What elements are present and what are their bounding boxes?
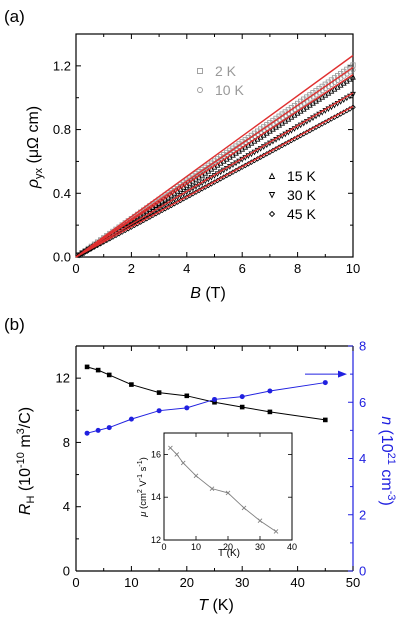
axis-label-a-x: B (T) — [190, 285, 226, 302]
inset-data-point — [273, 529, 279, 534]
y-tick-label-a: 1.2 — [53, 58, 71, 73]
data-point-rh — [129, 382, 134, 387]
data-point-rh — [84, 364, 90, 370]
y-tick-label-a: 0.0 — [53, 250, 71, 265]
series-line-rh — [86, 366, 326, 421]
x-tick-label-b: 0 — [72, 575, 79, 590]
y-tick-label-b-left: 8 — [63, 435, 70, 450]
data-point-n — [322, 380, 328, 386]
series-a-30k — [76, 91, 356, 259]
axis-arrow-head — [338, 370, 347, 378]
legend-marker-a — [197, 68, 203, 74]
y-tick-label-b-right: 8 — [359, 339, 366, 354]
x-tick-label-a: 8 — [294, 261, 301, 276]
inset-axis-label-y: μ (cm2 V-1 s-1) — [137, 457, 149, 518]
inset-frame — [163, 432, 293, 541]
data-point-n — [156, 408, 162, 414]
x-tick-label-b: 40 — [290, 575, 304, 590]
data-point-rh — [212, 399, 217, 405]
data-point-rh — [184, 393, 190, 399]
series-line-n — [86, 382, 326, 434]
x-tick-label-b: 20 — [180, 575, 194, 590]
data-point-n — [128, 416, 134, 422]
data-point — [350, 91, 356, 98]
y-tick-label-b-right: 6 — [359, 395, 366, 410]
x-tick-label-a: 10 — [346, 261, 360, 276]
inset-data-point — [257, 518, 263, 524]
data-point-rh — [106, 372, 112, 378]
chart-a: 0 2 4 6 8 10 0.0 0.4 0.8 1.2 2 K 10 K 15 K 30 K 45 K — [53, 33, 360, 276]
legend-label-a: 15 K — [287, 168, 316, 184]
inset-x-tick-label: 10 — [191, 542, 201, 552]
inset-y-tick-label: 12 — [151, 535, 161, 545]
inset-data-point — [241, 505, 247, 511]
data-point-n — [239, 394, 245, 400]
fit-line-a — [75, 66, 354, 258]
x-tick-label-a: 2 — [128, 261, 135, 276]
y-tick-label-b-left: 4 — [63, 499, 70, 514]
inset-x-tick-label: 30 — [255, 542, 265, 552]
fit-line-a — [75, 105, 354, 258]
fit-line-a — [75, 74, 354, 258]
data-point-n — [84, 430, 90, 436]
y-tick-label-b-right: 0 — [359, 564, 366, 579]
axis-label-a-y: ρyx (μΩ cm) — [25, 106, 45, 189]
y-tick-label-b-left: 12 — [56, 371, 70, 386]
panel-label-b: (b) — [4, 315, 25, 334]
data-point-rh — [95, 367, 101, 373]
x-tick-label-b: 10 — [124, 575, 138, 590]
inset-x-tick-label: 40 — [287, 542, 297, 552]
axis-label-b-x: T (K) — [198, 597, 234, 614]
legend-label-a: 10 K — [215, 82, 244, 98]
inset-x-tick-label: 20 — [223, 542, 233, 552]
y-tick-label-a: 0.8 — [53, 122, 71, 137]
axis-label-b-y-left: RH (10-10 m3/C) — [15, 407, 37, 515]
fit-line-a — [75, 92, 354, 258]
legend-marker-a — [268, 210, 276, 218]
y-tick-label-a: 0.4 — [53, 186, 71, 201]
legend-marker-a — [197, 87, 203, 93]
data-point-rh — [239, 404, 245, 410]
inset-data-point — [180, 460, 186, 466]
x-tick-label-b: 30 — [235, 575, 249, 590]
inset-y-tick-label: 14 — [151, 492, 161, 502]
data-point — [350, 73, 356, 80]
inset-axis-label-x: T (K) — [218, 548, 240, 559]
data-point-rh — [156, 390, 162, 395]
data-point-rh — [267, 409, 273, 415]
inset-data-point — [225, 490, 231, 496]
data-point-n — [106, 425, 112, 431]
fit-line-a — [75, 54, 354, 258]
inset-data-point — [209, 486, 215, 491]
y-tick-label-b-left: 0 — [63, 564, 70, 579]
x-tick-label-a: 4 — [183, 261, 190, 276]
data-point-n — [95, 427, 101, 433]
inset-y-tick-label: 16 — [151, 449, 161, 459]
data-point-n — [184, 405, 190, 411]
y-tick-label-b-right: 4 — [359, 451, 366, 466]
panel-label-a: (a) — [4, 7, 25, 26]
data-point-n — [212, 396, 217, 402]
x-tick-label-b: 50 — [346, 575, 360, 590]
legend-label-a: 30 K — [287, 187, 316, 203]
inset-data-point — [174, 452, 180, 457]
data-point-rh — [323, 417, 328, 423]
legend-marker-a — [268, 192, 276, 199]
legend-label-a: 45 K — [287, 206, 316, 222]
axis-label-b-y-right: n (1021 cm-3) — [378, 416, 397, 506]
legend-marker-a — [268, 172, 276, 179]
x-tick-label-a: 0 — [72, 261, 79, 276]
data-point-n — [267, 388, 273, 394]
legend-label-a: 2 K — [215, 63, 237, 79]
inset-x-tick-label: 0 — [161, 542, 166, 552]
y-tick-label-b-right: 2 — [359, 507, 366, 522]
inset-data-point — [193, 473, 199, 479]
x-tick-label-a: 6 — [239, 261, 246, 276]
inset-chart: 0 10 20 30 40 12 14 16 — [151, 432, 297, 552]
inset-data-point — [168, 445, 173, 451]
